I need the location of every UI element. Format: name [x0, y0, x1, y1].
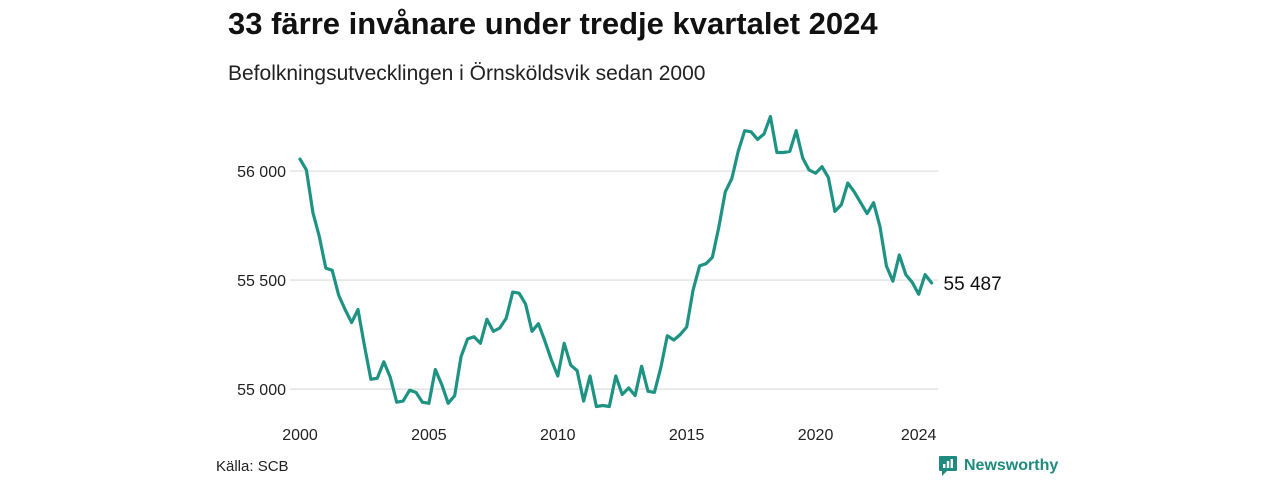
- x-axis-ticks: 2000 2005 2010 2015 2020 2024: [282, 427, 936, 444]
- x-tick-label: 2015: [669, 427, 705, 444]
- chart-title: 33 färre invånare under tredje kvartalet…: [228, 6, 878, 41]
- brand-logo[interactable]: Newsworthy: [938, 455, 1058, 477]
- source-note: Källa: SCB: [216, 458, 289, 475]
- x-tick-label: 2000: [282, 427, 318, 444]
- series-layer: [298, 114, 934, 409]
- newsworthy-logo-icon: [939, 456, 957, 476]
- x-tick-label: 2010: [540, 427, 576, 444]
- series-line: [298, 114, 934, 409]
- x-tick-label: 2020: [798, 427, 834, 444]
- chart-subtitle: Befolkningsutvecklingen i Örnsköldsvik s…: [228, 62, 706, 85]
- y-tick-label: 55 000: [237, 382, 286, 399]
- y-axis-ticks: 55 000 55 500 56 000: [237, 164, 286, 399]
- x-tick-label: 2005: [411, 427, 447, 444]
- brand-name: Newsworthy: [964, 457, 1059, 474]
- y-tick-label: 56 000: [237, 164, 286, 181]
- y-tick-label: 55 500: [237, 273, 286, 290]
- x-tick-label: 2024: [901, 427, 937, 444]
- end-value-label: 55 487: [944, 274, 1002, 295]
- end-label-layer: 55 487: [944, 274, 1002, 295]
